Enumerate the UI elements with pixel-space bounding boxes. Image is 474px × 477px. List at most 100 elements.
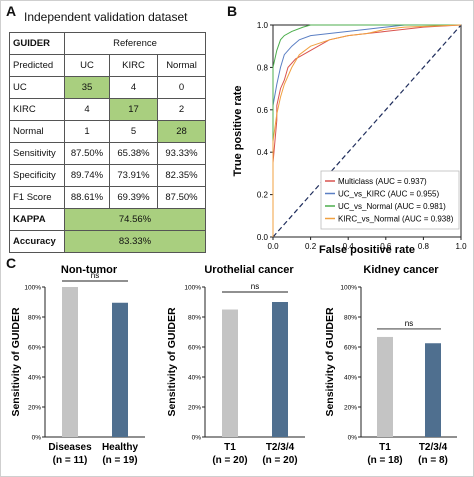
bar-y-tick-label: 0% <box>348 435 358 442</box>
bar-y-tick-label: 80% <box>188 315 201 322</box>
bar-y-tick-label: 20% <box>28 405 41 412</box>
metric-cell: 93.33% <box>157 142 206 165</box>
roc-x-tick-label: 0.8 <box>418 242 430 251</box>
bar-y-tick-label: 100% <box>340 285 357 292</box>
table-cell: 1 <box>64 120 110 143</box>
table-cell: 28 <box>157 120 206 143</box>
bar <box>62 287 78 437</box>
bar-y-tick-label: 100% <box>184 285 201 292</box>
panel-c-letter: C <box>6 255 17 271</box>
metric-label: F1 Score <box>9 186 65 209</box>
bar-y-label: Sensitivity of GUIDER <box>166 307 178 417</box>
bar-y-tick-label: 40% <box>344 375 357 382</box>
kappa-label: KAPPA <box>9 208 65 231</box>
roc-x-tick-label: 0.4 <box>343 242 355 251</box>
significance-label: ns <box>91 271 99 280</box>
roc-legend-box <box>320 170 460 230</box>
roc-y-tick-label: 0.6 <box>257 106 269 115</box>
bar-category-label: Healthy <box>102 442 139 453</box>
row-label: Normal <box>9 120 65 143</box>
metric-label: Sensitivity <box>9 142 65 165</box>
table-corner: GUIDER <box>9 32 65 55</box>
roc-legend-label: KIRC_vs_Normal (AUC = 0.938) <box>338 215 454 224</box>
roc-legend-label: Multiclass (AUC = 0.937) <box>338 177 427 186</box>
bar-y-tick-label: 0% <box>32 435 42 442</box>
column-header: UC <box>64 54 110 77</box>
bar-n-label: (n = 18) <box>367 455 402 466</box>
bar-chart-title: Urothelial cancer <box>204 264 294 276</box>
table-row: Normal 1 5 28 <box>9 120 206 143</box>
bar-y-tick-label: 100% <box>24 285 41 292</box>
metric-cell: 88.61% <box>64 186 110 209</box>
bar-y-tick-label: 60% <box>344 345 357 352</box>
roc-x-tick-label: 0.2 <box>305 242 317 251</box>
table-cell: 2 <box>157 98 206 121</box>
roc-y-tick-label: 0.8 <box>257 63 269 72</box>
roc-x-label: False positive rate <box>319 244 415 256</box>
bar <box>222 309 238 437</box>
bar-chart-kidney: Kidney cancer Sensitivity of GUIDER 0% 20% 4… <box>324 264 457 466</box>
column-header: Normal <box>157 54 206 77</box>
metric-cell: 87.50% <box>64 142 110 165</box>
row-label: UC <box>9 76 65 99</box>
bar-chart-title: Kidney cancer <box>363 264 439 276</box>
metric-cell: 69.39% <box>109 186 158 209</box>
bar-n-label: (n = 8) <box>418 455 448 466</box>
bar <box>425 343 441 437</box>
table-cell: 5 <box>109 120 158 143</box>
metric-label: Specificity <box>9 164 65 187</box>
roc-series-line <box>272 24 462 237</box>
bar-n-label: (n = 19) <box>102 455 137 466</box>
bar-y-label: Sensitivity of GUIDER <box>10 307 22 417</box>
roc-y-label: True positive rate <box>232 85 244 176</box>
bar-y-tick-label: 0% <box>192 435 202 442</box>
bar-y-tick-label: 80% <box>344 315 357 322</box>
roc-y-tick-label: 1.0 <box>257 21 269 30</box>
roc-x-tick-label: 0.0 <box>267 242 279 251</box>
bar-n-label: (n = 20) <box>212 455 247 466</box>
bar-chart-non-tumor: Non-tumor Sensitivity of GUIDER 0% 20% 40% 60… <box>10 264 145 466</box>
roc-legend-label: UC_vs_KIRC (AUC = 0.955) <box>338 190 439 199</box>
accuracy-value: 83.33% <box>64 230 206 253</box>
metric-cell: 87.50% <box>157 186 206 209</box>
table-cell: 35 <box>64 76 110 99</box>
metric-row: Sensitivity 87.50% 65.38% 93.33% <box>9 142 206 165</box>
bar-chart-urothelial: Urothelial cancer Sensitivity of GUIDER 0%… <box>166 264 305 466</box>
table-cell: 0 <box>157 76 206 99</box>
metric-cell: 65.38% <box>109 142 158 165</box>
bar-y-tick-label: 60% <box>188 345 201 352</box>
accuracy-row: Accuracy 83.33% <box>9 230 206 253</box>
roc-chart: 0.0 0.2 0.4 0.6 0.8 1.0 0.0 0.2 0.4 0.6 0.8 1.0 Fal… <box>232 21 467 256</box>
roc-legend: Multiclass (AUC = 0.937) UC_vs_KIRC (AUC … <box>320 170 460 230</box>
bar-category-label: T1 <box>379 442 391 453</box>
bar-n-label: (n = 11) <box>53 455 88 466</box>
kappa-row: KAPPA 74.56% <box>9 208 206 231</box>
metric-cell: 89.74% <box>64 164 110 187</box>
bar-y-tick-label: 60% <box>28 345 41 352</box>
predicted-label: Predicted <box>9 54 65 77</box>
roc-series-line <box>272 24 461 237</box>
bar <box>112 302 128 437</box>
metric-row: Specificity 89.74% 73.91% 82.35% <box>9 164 206 187</box>
bar-category-label: T1 <box>224 442 236 453</box>
panel-b-letter: B <box>227 3 238 19</box>
roc-diagonal-line <box>272 24 462 238</box>
bar-n-label: (n = 20) <box>262 455 297 466</box>
confusion-matrix-table: GUIDER Reference Predicted UC KIRC Norma… <box>9 32 206 253</box>
bar-y-tick-label: 40% <box>28 375 41 382</box>
roc-x-tick-label: 1.0 <box>455 242 467 251</box>
table-row: KIRC 4 17 2 <box>9 98 206 121</box>
roc-x-tick-label: 0.6 <box>380 242 392 251</box>
row-label: KIRC <box>9 98 65 121</box>
panel-a-letter: A <box>6 3 17 19</box>
significance-label: ns <box>251 282 259 291</box>
bar-y-tick-label: 20% <box>344 405 357 412</box>
bar-category-label: Diseases <box>48 442 92 453</box>
bar <box>377 336 393 437</box>
table-cell: 4 <box>64 98 110 121</box>
bar-y-tick-label: 80% <box>28 315 41 322</box>
roc-y-tick-label: 0.2 <box>257 191 269 200</box>
table-cell: 4 <box>109 76 158 99</box>
table-column-header-row: Predicted UC KIRC Normal <box>9 54 206 77</box>
